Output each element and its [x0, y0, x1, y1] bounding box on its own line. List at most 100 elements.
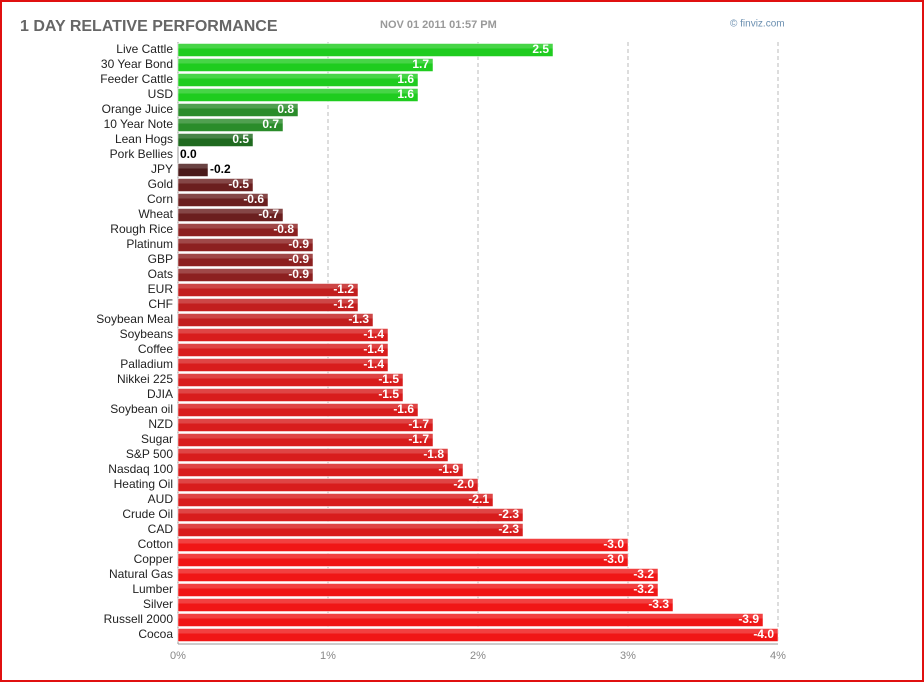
y-tick-label: EUR	[148, 282, 174, 296]
value-label: -2.3	[498, 522, 519, 536]
value-label: -1.7	[408, 432, 429, 446]
bar-gloss	[178, 373, 403, 379]
bar	[177, 238, 314, 252]
value-label: -1.5	[378, 387, 399, 401]
bar-gloss	[178, 178, 253, 184]
bar-gloss	[178, 538, 628, 544]
x-tick-label: 1%	[320, 650, 336, 662]
y-tick-label: Soybean oil	[110, 402, 173, 416]
bar	[177, 133, 254, 147]
bar	[177, 268, 314, 282]
y-tick-label: NZD	[148, 417, 173, 431]
value-label: 0.0	[180, 147, 197, 161]
y-tick-label: Feeder Cattle	[100, 72, 173, 86]
bar-gloss	[178, 343, 388, 349]
bar-gloss	[178, 478, 478, 484]
value-label: 1.6	[397, 72, 414, 86]
bar-gloss	[178, 223, 298, 229]
value-label: -3.0	[603, 552, 624, 566]
bar	[177, 298, 359, 312]
y-tick-label: Nasdaq 100	[108, 462, 173, 476]
bar	[177, 478, 479, 492]
y-tick-label: Rough Rice	[110, 222, 173, 236]
y-tick-label: Pork Bellies	[110, 147, 173, 161]
bar	[177, 193, 269, 207]
y-tick-label: S&P 500	[126, 447, 173, 461]
x-tick-label: 4%	[770, 650, 786, 662]
value-label: -0.9	[288, 267, 309, 281]
bar	[177, 538, 629, 552]
bar	[177, 163, 209, 177]
y-tick-label: Silver	[143, 597, 173, 611]
y-tick-label: GBP	[148, 252, 173, 266]
bar-gloss	[178, 313, 373, 319]
bar-gloss	[178, 433, 433, 439]
bar-gloss	[178, 163, 208, 169]
value-label: -0.5	[228, 177, 249, 191]
bar	[177, 283, 359, 297]
bar-gloss	[178, 328, 388, 334]
y-tick-label: Coffee	[138, 342, 173, 356]
bar	[177, 73, 419, 87]
y-tick-label: USD	[148, 87, 174, 101]
y-tick-label: JPY	[151, 162, 173, 176]
value-label: -1.4	[363, 342, 384, 356]
value-label: -1.7	[408, 417, 429, 431]
y-tick-label: Natural Gas	[109, 567, 173, 581]
value-label: -2.1	[468, 492, 489, 506]
value-label: -1.2	[333, 297, 354, 311]
bar-gloss	[178, 193, 268, 199]
value-label: -3.0	[603, 537, 624, 551]
y-tick-label: Lumber	[132, 582, 173, 596]
value-label: 1.6	[397, 87, 414, 101]
bar-gloss	[178, 583, 658, 589]
bar	[177, 178, 254, 192]
bar-gloss	[178, 88, 418, 94]
value-label: -0.2	[210, 162, 231, 176]
bar	[177, 568, 659, 582]
value-label: -3.2	[633, 567, 654, 581]
bar-gloss	[178, 103, 298, 109]
value-label: 0.8	[277, 102, 294, 116]
y-tick-label: 10 Year Note	[104, 117, 174, 131]
bar	[177, 118, 284, 132]
value-label: -4.0	[753, 627, 774, 641]
bar-gloss	[178, 493, 493, 499]
bar	[177, 493, 494, 507]
y-tick-label: Russell 2000	[104, 612, 174, 626]
bar	[177, 418, 434, 432]
value-label: -2.3	[498, 507, 519, 521]
bar-gloss	[178, 568, 658, 574]
bar	[177, 253, 314, 267]
x-tick-label: 2%	[470, 650, 486, 662]
source: © finviz.com	[730, 19, 785, 30]
value-label: -1.8	[423, 447, 444, 461]
bar	[177, 463, 464, 477]
y-tick-label: Nikkei 225	[117, 372, 173, 386]
bar-gloss	[178, 418, 433, 424]
bar-gloss	[178, 268, 313, 274]
bar-gloss	[178, 73, 418, 79]
y-tick-label: CAD	[148, 522, 174, 536]
bar-gloss	[178, 448, 448, 454]
y-tick-label: Lean Hogs	[115, 132, 173, 146]
y-tick-label: AUD	[148, 492, 174, 506]
value-label: -0.8	[273, 222, 294, 236]
bar-gloss	[178, 208, 283, 214]
value-label: 1.7	[412, 57, 429, 71]
bar-gloss	[178, 283, 358, 289]
value-label: -1.6	[393, 402, 414, 416]
bar	[177, 628, 779, 642]
y-tick-label: Crude Oil	[122, 507, 173, 521]
bar	[177, 313, 374, 327]
bar	[177, 373, 404, 387]
y-tick-label: Oats	[148, 267, 173, 281]
bar	[177, 208, 284, 222]
bar	[177, 403, 419, 417]
value-label: -1.4	[363, 357, 384, 371]
value-label: -3.9	[738, 612, 759, 626]
bar-gloss	[178, 253, 313, 259]
bar-gloss	[178, 358, 388, 364]
bar-gloss	[178, 133, 253, 139]
